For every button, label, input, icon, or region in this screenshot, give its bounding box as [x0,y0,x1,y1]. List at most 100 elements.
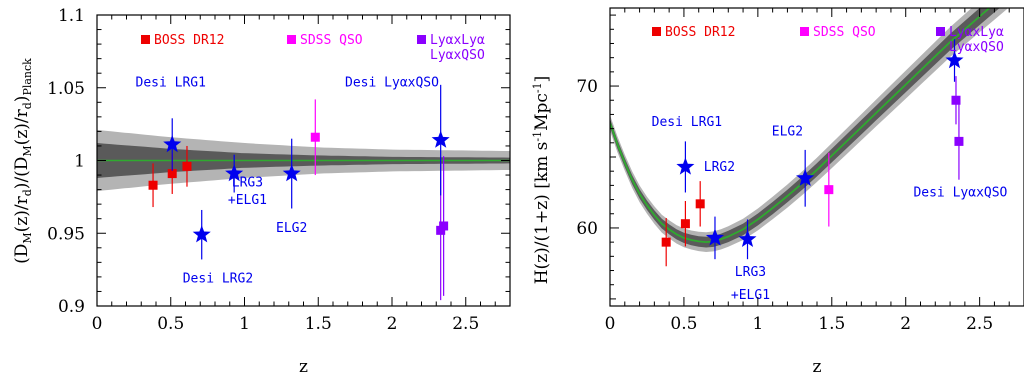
x-tick-label: 2.5 [966,314,993,334]
y-axis-label: (DM(z)/rd)/(DM(z)/rd)Planck [12,58,34,264]
y-tick-label: 1 [74,152,85,172]
series-3 [951,76,964,180]
series-3 [436,156,449,301]
annotation-label: Desi LyαxQSO [345,75,439,90]
y-axis-label-part: d [21,189,34,196]
annotation-label: Desi LyαxQSO [913,186,1007,201]
y-tick-label: 70 [576,77,598,97]
x-tick-label: 1 [752,314,763,334]
plot-area [610,8,1009,252]
y-axis: 60 70 H(z)/(1+z) [km s-1Mpc-1] [531,14,619,300]
series-4 [676,39,964,260]
star-point [705,228,724,246]
y-axis-label-part: M [21,232,34,243]
annotation-label: ELG2 [276,221,307,236]
y-axis-label-part: M [21,145,34,156]
annotation-label: LRG3 [232,176,263,191]
x-tick-label: 2 [387,314,398,334]
annotation-label: Desi LRG1 [652,115,722,130]
annotation-label: LRG3 [735,265,766,280]
plot-area [97,129,510,192]
square-point [951,95,961,105]
x-axis: 0 0.5 1 1.5 2 2.5 z [605,8,1024,377]
legend-label-2: LyαxQSO [949,40,1004,55]
legend-label: LyαxLyα [430,33,485,48]
square-point [167,169,177,179]
x-tick-label: 2 [900,314,911,334]
x-axis-label: z [813,357,822,377]
y-axis-label-part: d [21,102,34,109]
legend-label: BOSS DR12 [665,25,735,40]
star-point [163,135,182,153]
y-tick-label: 60 [576,219,598,239]
legend-label-2: LyαxQSO [430,48,485,63]
x-axis-label: z [299,357,308,377]
square-point [148,180,158,190]
panel-1: Desi LRG1 LRG3 +ELG1 Desi LRG2 ELG2 Desi Lyαx… [12,6,511,377]
legend-marker [652,27,661,36]
y-axis-label: H(z)/(1+z) [km s-1Mpc-1] [531,76,552,285]
y-axis-label-part: ) [12,96,32,103]
x-tick-label: 1.5 [818,314,845,334]
legend-marker [287,35,296,44]
annotation-label: Desi LRG1 [136,75,206,90]
y-tick-label: 1.05 [47,79,85,99]
square-point [680,219,690,229]
legend-marker [936,27,945,36]
legend-label: LyαxLyα [949,25,1004,40]
square-point [182,161,192,171]
y-axis-label-part: (D [12,244,32,264]
square-point [661,237,671,247]
y-axis-label-part: (z)/r [12,195,32,232]
y-tick-label: 1.1 [58,6,85,26]
star-point [796,168,815,186]
series-2 [310,99,320,176]
legend-marker [417,35,426,44]
x-axis: 0 0.5 1 1.5 2 2.5 z [92,15,511,377]
x-tick-label: 1.5 [305,314,332,334]
star-point [431,130,450,148]
model-curve [610,8,991,244]
legend-marker [141,35,150,44]
legend-label: SDSS QSO [813,25,876,40]
series-4 [163,84,450,260]
x-tick-label: 1 [239,314,250,334]
annotation-label: ELG2 [772,125,803,140]
legend-label: SDSS QSO [300,33,363,48]
y-axis-label-part: Planck [21,58,34,96]
y-axis: 0.90.9511.051.1(DM(z)/rd)/(DM(z)/rd)Plan… [12,6,510,317]
annotation-label: LRG2 [704,160,735,175]
star-point [282,164,301,182]
y-axis-label-part: -1 [531,131,544,142]
x-tick-label: 0 [605,314,616,334]
y-tick-label: 0.9 [58,297,85,317]
y-axis-label-part: H(z)/(1+z) [km s [532,142,552,285]
y-tick-label: 0.95 [47,224,85,244]
x-tick-label: 2.5 [452,314,479,334]
square-point [954,136,964,146]
x-tick-label: 0.5 [670,314,697,334]
x-tick-label: 0 [92,314,103,334]
star-point [738,229,757,247]
y-axis-label-part: ] [532,76,552,83]
star-point [676,157,695,175]
annotation-label: Desi LRG2 [183,272,253,287]
annotation-label: +ELG1 [228,193,267,208]
band-light [610,8,1009,252]
y-axis-label-part: (z)/r [12,108,32,145]
legend-marker [800,27,809,36]
star-point [192,225,211,243]
y-axis-label-part: )/(D [12,157,32,190]
series-1 [661,181,705,267]
star-point [225,164,244,182]
square-point [824,185,834,195]
legend-label: BOSS DR12 [154,33,224,48]
x-tick-label: 0.5 [157,314,184,334]
square-point [310,132,320,142]
square-point [695,199,705,209]
series-2 [824,152,834,227]
star-point [945,51,964,69]
panel-2: Desi LRG1 LRG2 ELG2 LRG3 +ELG1 Desi LyαxQSO BO… [531,7,1024,377]
